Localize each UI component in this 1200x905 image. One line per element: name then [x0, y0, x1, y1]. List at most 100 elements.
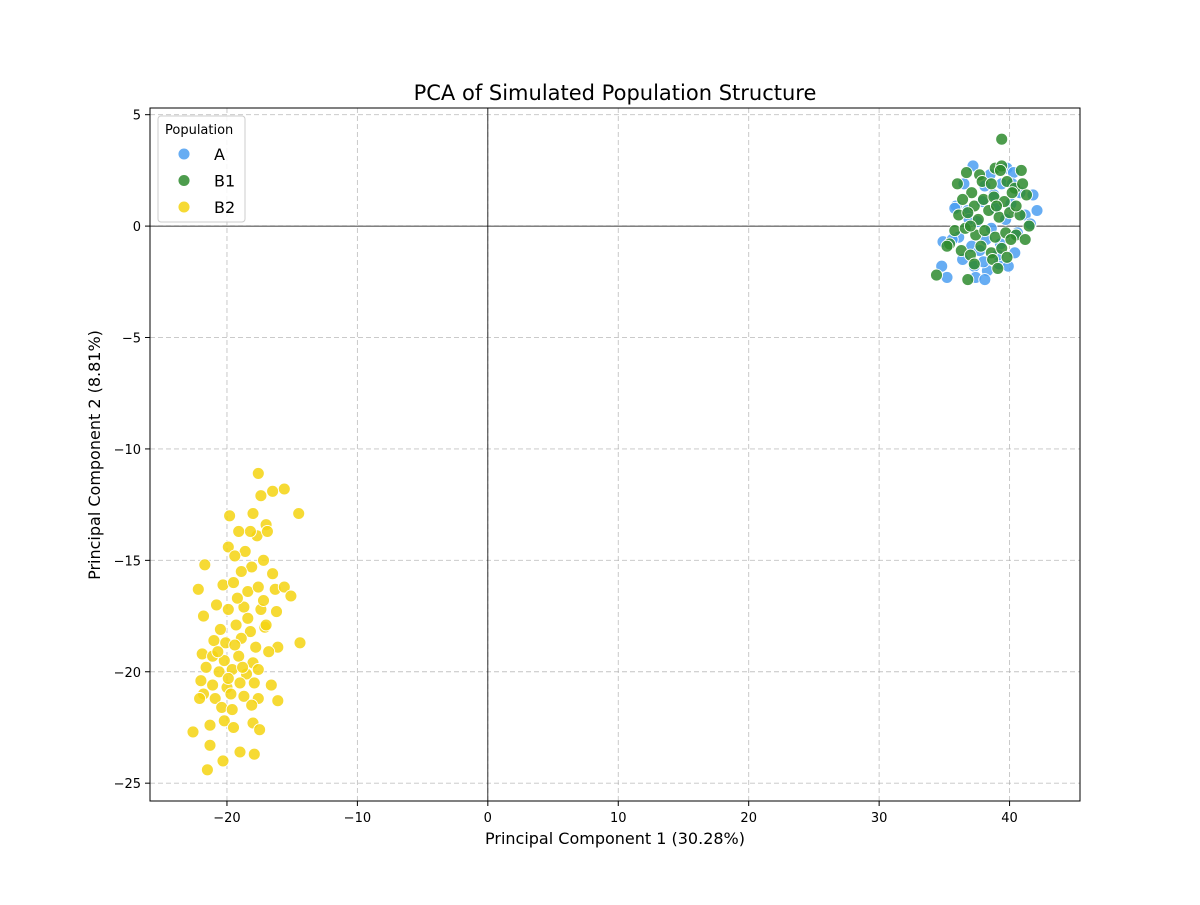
- zero-axis-lines: [150, 108, 1080, 801]
- data-point: [260, 524, 274, 538]
- data-point: [264, 678, 278, 692]
- data-point: [956, 192, 970, 206]
- data-point: [211, 645, 225, 659]
- data-point: [991, 261, 1005, 275]
- data-point: [199, 660, 213, 674]
- data-point: [1016, 177, 1030, 191]
- legend-label: B2: [214, 198, 235, 217]
- data-point: [228, 638, 242, 652]
- y-tick-label: −25: [114, 777, 141, 792]
- data-point: [251, 580, 265, 594]
- data-point: [277, 580, 291, 594]
- legend-label: B1: [214, 172, 235, 191]
- y-tick-label: −10: [114, 443, 141, 458]
- x-tick-label: 10: [610, 811, 627, 826]
- x-axis-ticks: −20 −10 0 10 20 30 40: [213, 801, 1018, 826]
- y-tick-label: −20: [114, 666, 141, 681]
- data-point: [203, 738, 217, 752]
- series-b2: [186, 466, 307, 777]
- data-point: [193, 692, 207, 705]
- data-point: [200, 763, 214, 777]
- data-point: [930, 268, 943, 282]
- data-point: [251, 466, 265, 480]
- data-point: [271, 694, 285, 708]
- legend-box: [157, 115, 246, 223]
- x-tick-label: 20: [740, 811, 757, 826]
- data-point: [984, 177, 998, 191]
- legend: Population A B1 B2: [157, 115, 246, 223]
- y-axis-label: Principal Component 2 (8.81%): [85, 330, 104, 580]
- data-point: [1018, 233, 1032, 246]
- data-point: [243, 625, 257, 639]
- legend-items: A B1 B2: [177, 145, 235, 217]
- legend-marker: [177, 174, 191, 187]
- data-point: [293, 636, 307, 650]
- data-point: [1009, 199, 1023, 213]
- data-point: [241, 611, 255, 625]
- data-point: [237, 600, 251, 614]
- x-tick-label: −20: [213, 811, 240, 826]
- data-point: [221, 671, 235, 685]
- legend-marker: [177, 147, 191, 161]
- data-point: [208, 692, 222, 705]
- x-axis-label: Principal Component 1 (30.28%): [485, 829, 745, 848]
- data-point: [253, 723, 267, 737]
- data-point: [245, 698, 259, 712]
- x-tick-label: 0: [484, 811, 492, 826]
- data-point: [961, 206, 975, 220]
- data-point: [221, 540, 235, 554]
- data-point: [1030, 204, 1044, 217]
- y-tick-label: 5: [133, 109, 141, 124]
- data-point: [978, 273, 992, 287]
- data-point: [948, 224, 962, 238]
- data-point: [224, 687, 238, 701]
- data-point: [277, 482, 291, 496]
- x-tick-label: 30: [871, 811, 888, 826]
- data-point: [960, 166, 973, 180]
- y-tick-label: −15: [114, 554, 141, 569]
- data-point: [1022, 219, 1036, 233]
- legend-marker: [177, 200, 191, 214]
- data-point: [266, 567, 280, 581]
- data-point: [254, 489, 268, 503]
- data-point: [228, 549, 242, 563]
- data-point: [217, 714, 231, 728]
- data-point: [961, 273, 975, 287]
- data-point: [213, 622, 227, 636]
- data-point: [216, 754, 230, 768]
- data-point: [234, 565, 248, 578]
- data-point: [195, 647, 209, 661]
- y-tick-label: −5: [122, 332, 141, 347]
- data-points: [186, 132, 1044, 777]
- data-point: [232, 649, 246, 663]
- data-point: [186, 725, 200, 739]
- data-point: [940, 239, 954, 253]
- data-point: [216, 578, 230, 592]
- series-b1: [930, 132, 1036, 287]
- data-point: [232, 524, 246, 538]
- data-point: [212, 665, 226, 679]
- data-point: [227, 721, 240, 734]
- data-point: [995, 132, 1009, 146]
- data-point: [207, 634, 221, 648]
- data-point: [262, 645, 276, 659]
- data-point: [206, 678, 220, 692]
- data-point: [243, 524, 257, 538]
- data-point: [194, 674, 208, 688]
- data-point: [259, 618, 273, 632]
- data-point: [1014, 163, 1028, 177]
- data-point: [229, 618, 243, 632]
- data-point: [247, 676, 261, 690]
- data-point: [1005, 186, 1019, 200]
- data-point: [217, 654, 231, 668]
- grid-lines: [150, 108, 1080, 801]
- data-point: [227, 576, 240, 590]
- data-point: [967, 257, 981, 271]
- data-point: [978, 224, 992, 238]
- data-point: [236, 660, 250, 674]
- plot-area-frame: [149, 107, 1081, 802]
- x-tick-label: −10: [344, 811, 371, 826]
- data-point: [215, 700, 229, 714]
- data-point: [233, 676, 247, 690]
- data-point: [257, 553, 270, 567]
